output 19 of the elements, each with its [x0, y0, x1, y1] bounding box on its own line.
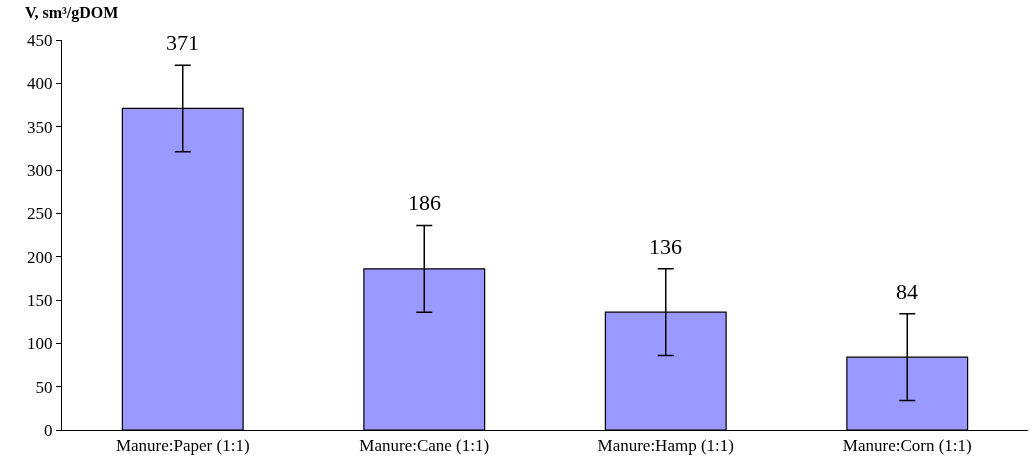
y-tick-label: 300 [27, 160, 53, 180]
data-label: 84 [896, 279, 918, 304]
y-tick-label: 350 [27, 117, 53, 137]
y-tick-label: 200 [27, 247, 53, 267]
y-tick-label: 400 [27, 74, 53, 94]
y-tick-label: 0 [44, 420, 53, 440]
y-axis-title: V, sm³/gDOM [25, 4, 119, 22]
x-tick-label: Manure:Corn (1:1) [842, 436, 972, 456]
y-tick-label: 100 [27, 334, 53, 354]
x-tick-label: Manure:Hamp (1:1) [597, 436, 734, 456]
y-tick-label: 50 [35, 377, 53, 397]
data-label: 186 [408, 190, 441, 215]
data-label: 371 [166, 30, 199, 55]
x-tick-label: Manure:Paper (1:1) [115, 436, 250, 456]
y-tick-label: 450 [27, 30, 53, 50]
x-tick-label: Manure:Cane (1:1) [359, 436, 490, 456]
y-tick-label: 150 [27, 290, 53, 310]
data-label: 136 [649, 234, 682, 259]
y-tick-label: 250 [27, 204, 53, 224]
